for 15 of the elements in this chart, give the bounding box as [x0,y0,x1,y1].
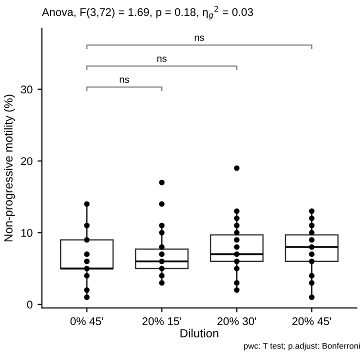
x-tick-label: 20% 15' [142,317,182,326]
x-axis-title: Dilution [180,328,218,338]
y-tick-label: 0 [27,300,32,309]
annotation: ns [157,56,167,62]
annotation: ns [120,78,130,83]
chart-title: Anova, F(3,72) = 1.69, p = 0.18, η$_{g}$$^{2}$ = 0.03 [42,6,253,20]
x-tick-label: 20% 45' [292,317,332,326]
y-tick-label: 10 [21,228,32,237]
y-axis-title: Non-progressive motility (%) [4,94,15,242]
x-tick-label: 0% 45' [70,317,104,326]
annotation: ns [194,36,204,41]
text: pwc: T test; p.adjust: Bonferroni [244,342,360,350]
y-tick-label: 30 [20,86,32,94]
x-tick-label: 20% 30' [217,317,256,326]
y-tick-label: 20 [21,157,32,166]
